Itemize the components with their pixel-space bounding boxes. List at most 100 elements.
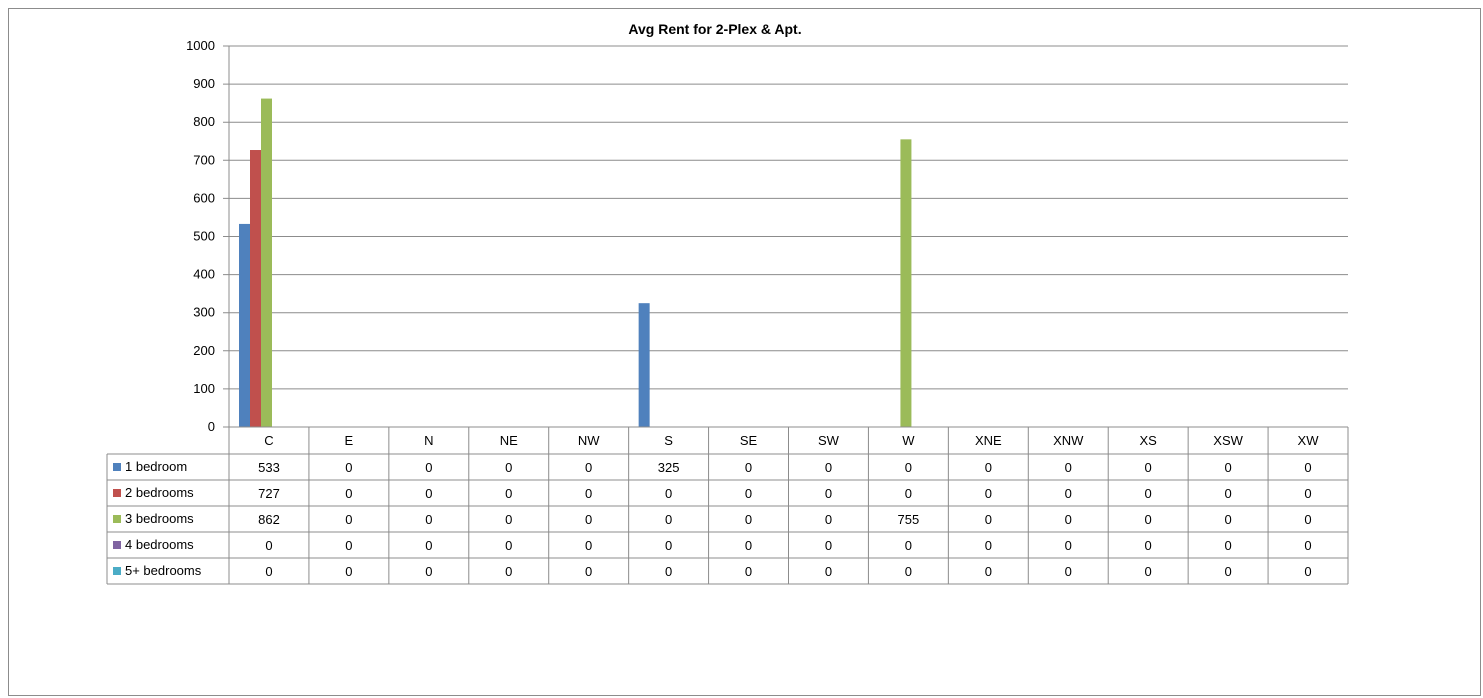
category-label: N <box>424 433 433 448</box>
data-label: 0 <box>585 460 592 475</box>
data-label: 0 <box>265 538 272 553</box>
bar <box>638 303 650 427</box>
bar <box>261 98 272 427</box>
bar-chart: Avg Rent for 2-Plex & Apt. 0 100 200 300 400… <box>106 21 1349 585</box>
data-label: 0 <box>345 564 352 579</box>
data-label: 0 <box>1065 564 1072 579</box>
data-label: 0 <box>505 564 512 579</box>
data-label: 755 <box>898 512 920 527</box>
data-label: 0 <box>1224 512 1231 527</box>
legend-swatch <box>113 567 121 575</box>
legend-label: 1 bedroom <box>125 459 187 474</box>
data-label: 0 <box>825 538 832 553</box>
data-label: 0 <box>905 564 912 579</box>
gridlines <box>223 45 1348 428</box>
data-label: 0 <box>1145 538 1152 553</box>
data-label: 0 <box>505 460 512 475</box>
category-label: XNW <box>1053 433 1084 448</box>
data-label: 0 <box>425 486 432 501</box>
data-label: 0 <box>745 486 752 501</box>
data-label: 0 <box>1065 486 1072 501</box>
category-label: W <box>902 433 915 448</box>
data-label: 0 <box>425 538 432 553</box>
data-label: 0 <box>1304 460 1311 475</box>
category-label: C <box>264 433 273 448</box>
category-label: XSW <box>1213 433 1243 448</box>
legend-label: 5+ bedrooms <box>125 563 202 578</box>
data-label: 0 <box>1304 486 1311 501</box>
data-label: 0 <box>1304 512 1311 527</box>
data-label: 0 <box>905 486 912 501</box>
data-label: 0 <box>825 486 832 501</box>
category-label: SE <box>740 433 758 448</box>
data-label: 0 <box>345 460 352 475</box>
data-label: 0 <box>665 564 672 579</box>
data-label: 0 <box>745 564 752 579</box>
data-label: 0 <box>825 564 832 579</box>
data-label: 0 <box>1145 512 1152 527</box>
data-label: 0 <box>665 512 672 527</box>
data-label: 0 <box>1224 460 1231 475</box>
data-label: 0 <box>1304 564 1311 579</box>
bar <box>239 223 250 427</box>
legend-label: 2 bedrooms <box>125 485 194 500</box>
data-label: 0 <box>265 564 272 579</box>
data-label: 0 <box>1224 538 1231 553</box>
data-label: 0 <box>825 512 832 527</box>
data-label: 325 <box>658 460 680 475</box>
bars <box>239 98 912 427</box>
data-label: 0 <box>1224 564 1231 579</box>
legend-swatch <box>113 463 121 471</box>
data-label: 0 <box>345 512 352 527</box>
legend-swatch <box>113 541 121 549</box>
y-axis: 0 100 200 300 400 500 600 700 800 900 1000 <box>186 38 230 434</box>
y-tick-label: 100 <box>193 381 215 396</box>
data-label: 0 <box>505 512 512 527</box>
category-label: SW <box>818 433 840 448</box>
data-label: 0 <box>425 460 432 475</box>
data-label: 0 <box>1145 486 1152 501</box>
data-label: 727 <box>258 486 280 501</box>
legend-label: 4 bedrooms <box>125 537 194 552</box>
y-tick-label: 400 <box>193 267 215 282</box>
data-label: 0 <box>585 538 592 553</box>
category-label: S <box>664 433 673 448</box>
data-label: 0 <box>585 486 592 501</box>
data-label: 0 <box>745 512 752 527</box>
data-label: 0 <box>345 538 352 553</box>
y-tick-label: 800 <box>193 114 215 129</box>
legend-label: 3 bedrooms <box>125 511 194 526</box>
legend-swatch <box>113 515 121 523</box>
legend-swatch <box>113 489 121 497</box>
chart-area: Avg Rent for 2-Plex & Apt. 0 100 200 300 400… <box>8 8 1481 696</box>
data-label: 0 <box>905 538 912 553</box>
category-label: NW <box>578 433 600 448</box>
data-label: 0 <box>505 538 512 553</box>
data-label: 0 <box>585 564 592 579</box>
y-tick-label: 900 <box>193 76 215 91</box>
data-label: 0 <box>745 460 752 475</box>
y-tick-label: 500 <box>193 229 215 244</box>
data-label: 0 <box>745 538 752 553</box>
data-label: 0 <box>985 486 992 501</box>
chart-title: Avg Rent for 2-Plex & Apt. <box>628 21 801 37</box>
data-label: 0 <box>1224 486 1231 501</box>
data-label: 0 <box>985 460 992 475</box>
y-tick-label: 700 <box>193 152 215 167</box>
data-label: 0 <box>985 512 992 527</box>
data-label: 0 <box>985 538 992 553</box>
data-label: 0 <box>505 486 512 501</box>
category-label: XS <box>1140 433 1158 448</box>
data-label: 0 <box>1065 460 1072 475</box>
data-label: 0 <box>1304 538 1311 553</box>
y-tick-label: 300 <box>193 305 215 320</box>
data-label: 0 <box>1145 460 1152 475</box>
y-tick-label: 200 <box>193 343 215 358</box>
data-label: 0 <box>665 486 672 501</box>
bar <box>250 150 261 427</box>
category-label: NE <box>500 433 518 448</box>
data-label: 0 <box>1065 538 1072 553</box>
category-label: XNE <box>975 433 1002 448</box>
y-tick-label: 0 <box>208 419 215 434</box>
category-label: E <box>345 433 354 448</box>
